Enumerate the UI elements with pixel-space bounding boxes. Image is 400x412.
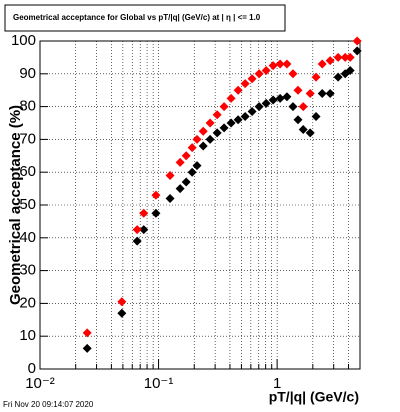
y-tick-label: 20	[19, 294, 36, 311]
y-axis-label: Geometrical acceptance (%)	[7, 105, 24, 305]
data-point	[261, 66, 271, 76]
data-point	[240, 79, 250, 89]
data-point	[305, 88, 315, 98]
data-point	[175, 184, 185, 194]
data-point	[345, 66, 355, 76]
data-point	[247, 74, 257, 84]
y-tick-label: 40	[19, 229, 36, 246]
data-point	[352, 36, 362, 46]
y-tick-label: 70	[19, 130, 36, 147]
data-point	[151, 208, 161, 218]
data-point	[175, 157, 185, 167]
data-point	[298, 102, 308, 112]
y-tick-label: 30	[19, 262, 36, 279]
data-point	[226, 93, 236, 103]
data-point	[181, 151, 191, 161]
data-point	[192, 134, 202, 144]
x-tick-label: 10⁻¹	[144, 375, 174, 392]
data-point	[298, 125, 308, 135]
data-point	[165, 193, 175, 203]
data-point	[117, 308, 127, 318]
data-point	[198, 141, 208, 151]
y-tick-label: 90	[19, 65, 36, 82]
data-point	[305, 128, 315, 138]
data-point	[317, 88, 327, 98]
y-tick-label: 100	[11, 32, 36, 49]
data-point	[198, 126, 208, 136]
chart-title: Geometrical acceptance for Global vs pT/…	[13, 13, 261, 22]
data-point	[268, 61, 278, 71]
title-box	[4, 4, 286, 32]
data-point	[139, 225, 149, 235]
data-point	[82, 343, 92, 353]
y-tick-label: 80	[19, 98, 36, 115]
data-point	[151, 190, 161, 200]
x-tick-label: 10⁻²	[25, 375, 55, 392]
data-point	[254, 69, 264, 79]
data-point	[293, 115, 303, 125]
x-axis-label: pT/|q| (GeV/c)	[269, 389, 359, 405]
y-tick-label: 0	[28, 360, 36, 377]
data-point	[233, 85, 243, 95]
data-point	[293, 85, 303, 95]
plot-frame	[39, 40, 361, 370]
data-point	[282, 59, 292, 69]
data-point	[261, 98, 271, 108]
y-tick-label: 50	[19, 196, 36, 213]
data-point	[288, 102, 298, 112]
data-point	[240, 111, 250, 121]
data-point	[82, 328, 92, 338]
data-point	[254, 102, 264, 112]
data-point	[219, 102, 229, 112]
data-point	[205, 118, 215, 128]
y-tick-label: 10	[19, 327, 36, 344]
data-point	[333, 52, 343, 62]
data-point	[205, 134, 215, 144]
data-point	[325, 56, 335, 66]
data-point	[192, 161, 202, 171]
x-tick-label: 1	[273, 375, 281, 392]
data-point	[340, 52, 350, 62]
data-point	[233, 115, 243, 125]
data-point	[333, 72, 343, 82]
data-point	[275, 59, 285, 69]
data-point	[345, 52, 355, 62]
data-point	[187, 167, 197, 177]
data-point	[282, 92, 292, 102]
data-point	[247, 107, 257, 117]
data-point	[311, 72, 321, 82]
data-point	[117, 297, 127, 307]
data-point	[212, 128, 222, 138]
data-point	[132, 236, 142, 246]
data-point	[275, 93, 285, 103]
y-tick-label: 60	[19, 163, 36, 180]
footer: Fri Nov 20 09:14:07 2020	[3, 400, 94, 409]
data-point	[212, 110, 222, 120]
data-point	[139, 208, 149, 218]
data-point	[226, 118, 236, 128]
data-point	[187, 143, 197, 153]
data-point	[311, 111, 321, 121]
data-point	[325, 88, 335, 98]
data-point	[219, 123, 229, 133]
data-point	[288, 69, 298, 79]
data-point	[268, 95, 278, 105]
data-point	[132, 225, 142, 235]
data-point	[317, 59, 327, 69]
data-point	[352, 46, 362, 56]
data-point	[181, 177, 191, 187]
data-point	[165, 170, 175, 180]
